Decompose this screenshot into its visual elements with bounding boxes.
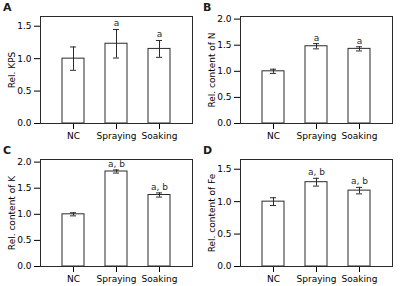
html-text:B: B (203, 1, 212, 14)
svg-text:Rel. content of K: Rel. content of K (7, 175, 17, 250)
svg-text:1.0: 1.0 (217, 197, 232, 207)
svg-text:Spraying: Spraying (97, 274, 137, 284)
svg-text:1.5: 1.5 (17, 21, 31, 31)
svg-text:Soaking: Soaking (142, 131, 178, 141)
svg-text:a, b: a, b (308, 167, 325, 177)
svg-text:0.0: 0.0 (217, 261, 232, 271)
svg-text:NC: NC (267, 131, 280, 141)
svg-text:Soaking: Soaking (342, 274, 378, 284)
html-text:D: D (203, 144, 213, 157)
svg-text:1.5: 1.5 (17, 183, 31, 193)
svg-text:Rel. content of Fe: Rel. content of Fe (207, 173, 217, 252)
svg-text:0.0: 0.0 (217, 118, 232, 128)
svg-text:0.5: 0.5 (217, 229, 231, 239)
svg-text:a: a (157, 29, 163, 39)
svg-text:2.0: 2.0 (17, 157, 32, 167)
svg-text:NC: NC (67, 274, 80, 284)
svg-text:2.0: 2.0 (217, 14, 232, 24)
svg-text:a: a (314, 33, 320, 43)
svg-text:a, b: a, b (108, 159, 125, 169)
svg-text:NC: NC (267, 274, 280, 284)
svg-text:0.5: 0.5 (17, 235, 31, 245)
svg-text:a, b: a, b (151, 182, 168, 192)
svg-text:Soaking: Soaking (142, 274, 178, 284)
svg-text:NC: NC (67, 131, 80, 141)
svg-text:a: a (357, 36, 363, 46)
svg-text:1.0: 1.0 (17, 209, 32, 219)
svg-text:1.0: 1.0 (17, 54, 32, 64)
svg-text:Spraying: Spraying (297, 131, 337, 141)
svg-text:1.5: 1.5 (217, 164, 231, 174)
html-text:C: C (3, 144, 12, 157)
html-text:A: A (3, 1, 12, 14)
svg-text:Rel. content of N: Rel. content of N (207, 32, 217, 107)
svg-text:0.5: 0.5 (17, 86, 31, 96)
svg-text:Spraying: Spraying (97, 131, 137, 141)
svg-text:a, b: a, b (351, 176, 368, 186)
svg-text:1.5: 1.5 (217, 40, 231, 50)
svg-text:Soaking: Soaking (342, 131, 378, 141)
svg-text:Rel. KPS: Rel. KPS (7, 51, 17, 88)
svg-text:0.0: 0.0 (17, 118, 32, 128)
svg-text:0.0: 0.0 (17, 261, 32, 271)
svg-text:1.0: 1.0 (217, 66, 232, 76)
svg-text:a: a (114, 18, 120, 28)
svg-text:Spraying: Spraying (297, 274, 337, 284)
svg-text:0.5: 0.5 (217, 92, 231, 102)
